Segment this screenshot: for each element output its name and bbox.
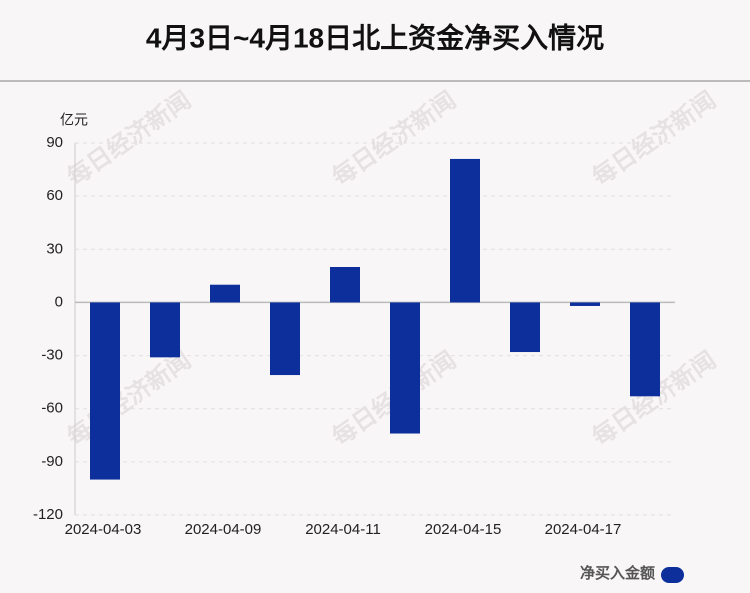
bar [390, 302, 420, 434]
y-tick-label: -90 [41, 453, 63, 470]
bar [450, 158, 480, 303]
bar [630, 302, 660, 397]
x-tick-label: 2024-04-11 [305, 521, 381, 538]
y-tick-label: -30 [41, 347, 63, 364]
bar [270, 302, 300, 376]
y-tick-label: 0 [55, 293, 63, 310]
bar [330, 267, 360, 303]
legend-swatch [661, 567, 684, 583]
legend-label: 净买入金额 [580, 564, 655, 582]
y-axis-unit: 亿元 [60, 112, 88, 128]
y-tick-label: -60 [41, 400, 63, 417]
bar [210, 284, 240, 303]
y-tick-label: 30 [46, 240, 63, 257]
bar [150, 302, 180, 358]
y-tick-label: 90 [46, 134, 63, 151]
chart-title: 4月3日~4月18日北上资金净买入情况 [146, 21, 604, 53]
y-tick-label: -120 [33, 506, 63, 523]
bar [510, 302, 540, 353]
x-tick-label: 2024-04-03 [65, 521, 142, 538]
x-tick-label: 2024-04-15 [425, 521, 502, 538]
x-tick-label: 2024-04-09 [185, 521, 262, 538]
bar [570, 302, 600, 306]
bar [90, 302, 120, 480]
y-tick-label: 60 [46, 187, 63, 204]
x-tick-label: 2024-04-17 [545, 521, 622, 538]
